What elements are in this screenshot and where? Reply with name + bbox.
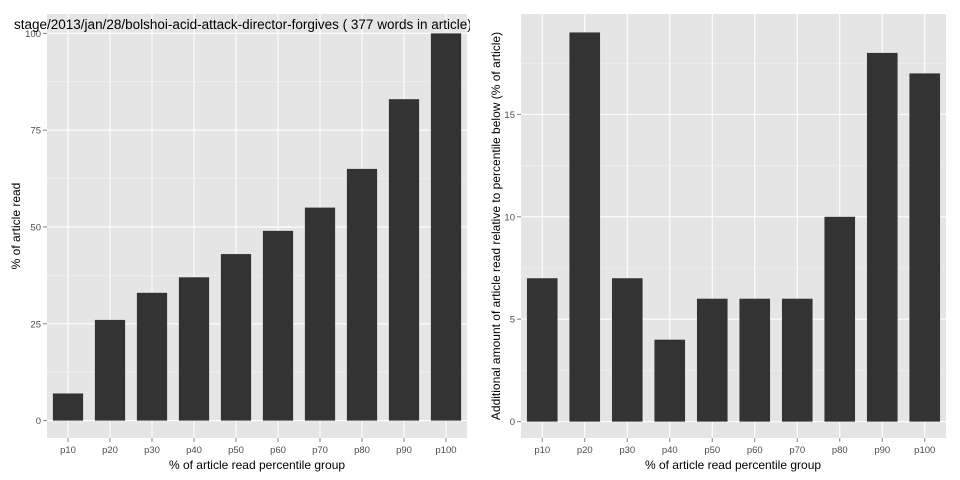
right-bar-p20	[569, 32, 601, 422]
right-x-tick-label: p60	[747, 445, 763, 456]
left-y-tick-label: 75	[30, 126, 41, 137]
right-x-tick-label: p10	[534, 445, 550, 456]
right-bar-p40	[654, 339, 686, 422]
left-x-tick-label: p100	[435, 445, 456, 456]
left-y-tick-label: 100	[25, 29, 41, 40]
left-bar-p70	[304, 207, 336, 421]
right-x-tick-label: p70	[789, 445, 805, 456]
right-chart: 0 5 10 15 p10 p20 p30 p40 p50 p60 p70 p80 p90 p100 %…	[489, 14, 946, 472]
left-bar-p50	[220, 254, 252, 421]
right-bar-p80	[824, 216, 856, 422]
right-bar-p70	[781, 298, 813, 422]
left-x-tick-label: p60	[270, 445, 286, 456]
left-x-tick-label: p30	[144, 445, 160, 456]
left-bar-p30	[136, 292, 168, 421]
left-bar-p90	[388, 99, 420, 421]
right-bar-p60	[739, 298, 771, 422]
right-bar-p10	[526, 278, 558, 422]
left-bar-p80	[346, 168, 378, 421]
right-x-tick-label: p80	[832, 445, 848, 456]
right-bar-p30	[611, 278, 643, 422]
left-chart: 0 25 50 75 100 p10 p20 p30 p40 p50 p60 p70 p80 p90 p1…	[9, 14, 472, 472]
right-x-tick-label: p100	[914, 445, 935, 456]
left-x-tick-label: p70	[312, 445, 328, 456]
right-x-tick-label: p20	[577, 445, 593, 456]
left-x-tick-label: p90	[396, 445, 412, 456]
right-bar-p50	[696, 298, 728, 422]
left-y-tick-label: 25	[30, 319, 41, 330]
left-chart-title: stage/2013/jan/28/bolshoi-acid-attack-di…	[14, 17, 472, 32]
right-y-tick-label: 15	[504, 110, 515, 121]
right-bar-p90	[866, 52, 898, 422]
left-x-axis-label: % of article read percentile group	[169, 458, 345, 472]
left-bar-p40	[178, 277, 210, 421]
left-bar-p100	[430, 33, 462, 421]
left-y-tick-label: 0	[36, 416, 41, 427]
right-bar-p100	[909, 73, 941, 422]
right-x-tick-label: p40	[662, 445, 678, 456]
right-y-tick-label: 5	[510, 315, 515, 326]
left-x-tick-label: p50	[228, 445, 244, 456]
left-x-tick-label: p40	[186, 445, 202, 456]
right-x-tick-label: p30	[619, 445, 635, 456]
right-y-axis-label: Additional amount of article read relati…	[489, 32, 503, 420]
right-x-tick-label: p90	[874, 445, 890, 456]
left-bar-p20	[94, 319, 126, 421]
right-y-tick-label: 10	[504, 212, 515, 223]
left-bar-p60	[262, 230, 294, 421]
left-x-tick-label: p10	[60, 445, 76, 456]
right-y-tick-label: 0	[510, 417, 515, 428]
right-x-axis-label: % of article read percentile group	[645, 458, 821, 472]
left-y-axis-label: % of article read	[9, 183, 23, 270]
left-x-tick-label: p80	[354, 445, 370, 456]
left-y-tick-label: 50	[30, 222, 41, 233]
left-x-tick-label: p20	[102, 445, 118, 456]
right-x-tick-label: p50	[704, 445, 720, 456]
left-bar-p10	[52, 393, 84, 421]
